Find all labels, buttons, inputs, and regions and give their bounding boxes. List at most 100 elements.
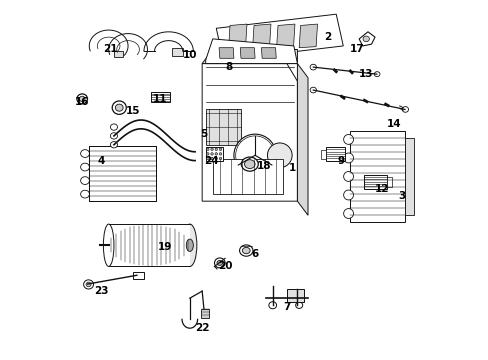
Ellipse shape (186, 239, 193, 251)
Text: 19: 19 (158, 242, 172, 252)
Bar (386, 177, 391, 187)
Polygon shape (276, 24, 294, 48)
Ellipse shape (215, 157, 217, 160)
Ellipse shape (81, 150, 89, 157)
Ellipse shape (309, 64, 316, 70)
Bar (89, 147, 156, 201)
Ellipse shape (343, 135, 353, 144)
Text: 20: 20 (217, 261, 232, 271)
Text: 15: 15 (126, 106, 141, 116)
Bar (286, 289, 304, 302)
Text: 13: 13 (358, 69, 373, 79)
Bar (172, 48, 183, 56)
Polygon shape (216, 14, 343, 60)
Polygon shape (261, 48, 276, 58)
Ellipse shape (343, 208, 353, 219)
Ellipse shape (295, 302, 302, 309)
Polygon shape (202, 64, 297, 201)
Text: 7: 7 (283, 302, 290, 312)
Ellipse shape (206, 148, 208, 150)
Bar (114, 51, 122, 57)
Ellipse shape (79, 96, 85, 102)
Ellipse shape (112, 101, 126, 114)
Ellipse shape (77, 94, 87, 104)
Bar (108, 224, 189, 266)
Polygon shape (202, 49, 297, 64)
Text: 23: 23 (94, 286, 109, 296)
Bar (89, 147, 156, 201)
Text: 8: 8 (224, 62, 232, 72)
Polygon shape (297, 64, 307, 215)
Text: 17: 17 (349, 45, 364, 54)
Ellipse shape (210, 153, 213, 155)
Ellipse shape (219, 148, 221, 150)
Text: 5: 5 (200, 129, 207, 139)
Text: 6: 6 (251, 249, 258, 259)
Polygon shape (205, 39, 297, 64)
Ellipse shape (242, 247, 250, 254)
Ellipse shape (362, 36, 368, 42)
Ellipse shape (215, 148, 217, 150)
Ellipse shape (214, 258, 224, 268)
Ellipse shape (309, 87, 316, 93)
Bar (201, 309, 209, 318)
Ellipse shape (103, 224, 114, 266)
Text: 21: 21 (103, 45, 118, 54)
Ellipse shape (215, 153, 217, 155)
Polygon shape (219, 48, 233, 58)
Ellipse shape (239, 245, 252, 256)
Ellipse shape (183, 224, 197, 266)
Ellipse shape (83, 280, 93, 289)
Ellipse shape (241, 157, 258, 171)
Bar (321, 150, 325, 159)
Ellipse shape (343, 190, 353, 200)
Text: 9: 9 (337, 156, 345, 166)
Ellipse shape (110, 133, 117, 139)
Text: 18: 18 (256, 161, 271, 171)
Ellipse shape (206, 157, 208, 160)
Ellipse shape (233, 134, 276, 176)
Ellipse shape (244, 160, 255, 168)
Ellipse shape (110, 141, 117, 148)
Bar (205, 147, 222, 161)
Ellipse shape (217, 260, 222, 265)
Ellipse shape (81, 163, 89, 171)
Text: 1: 1 (288, 163, 295, 173)
Text: 22: 22 (195, 323, 209, 333)
Ellipse shape (219, 153, 221, 155)
Ellipse shape (210, 148, 213, 150)
Ellipse shape (210, 157, 213, 160)
Ellipse shape (343, 153, 353, 163)
Ellipse shape (110, 124, 117, 130)
Ellipse shape (81, 177, 89, 184)
Bar (212, 159, 283, 194)
Bar (349, 131, 404, 222)
Text: 4: 4 (98, 156, 105, 166)
Ellipse shape (343, 171, 353, 181)
Polygon shape (358, 32, 374, 46)
Text: 16: 16 (75, 98, 89, 107)
Bar (364, 175, 386, 189)
Polygon shape (252, 24, 270, 48)
Polygon shape (299, 24, 317, 48)
Ellipse shape (374, 72, 379, 77)
Ellipse shape (401, 107, 407, 112)
Text: 2: 2 (323, 32, 330, 42)
Bar (404, 138, 413, 215)
Text: 14: 14 (386, 118, 401, 129)
Text: 3: 3 (397, 191, 404, 201)
Ellipse shape (115, 104, 123, 111)
Bar (205, 109, 241, 145)
Ellipse shape (268, 302, 276, 309)
Ellipse shape (206, 153, 208, 155)
Ellipse shape (219, 157, 221, 160)
Text: 10: 10 (182, 50, 197, 60)
Ellipse shape (86, 282, 91, 287)
Polygon shape (228, 24, 246, 48)
Text: 12: 12 (374, 184, 388, 194)
Bar (325, 147, 345, 161)
Bar (132, 272, 143, 279)
Bar (151, 92, 170, 102)
Ellipse shape (267, 143, 291, 168)
Ellipse shape (81, 190, 89, 198)
